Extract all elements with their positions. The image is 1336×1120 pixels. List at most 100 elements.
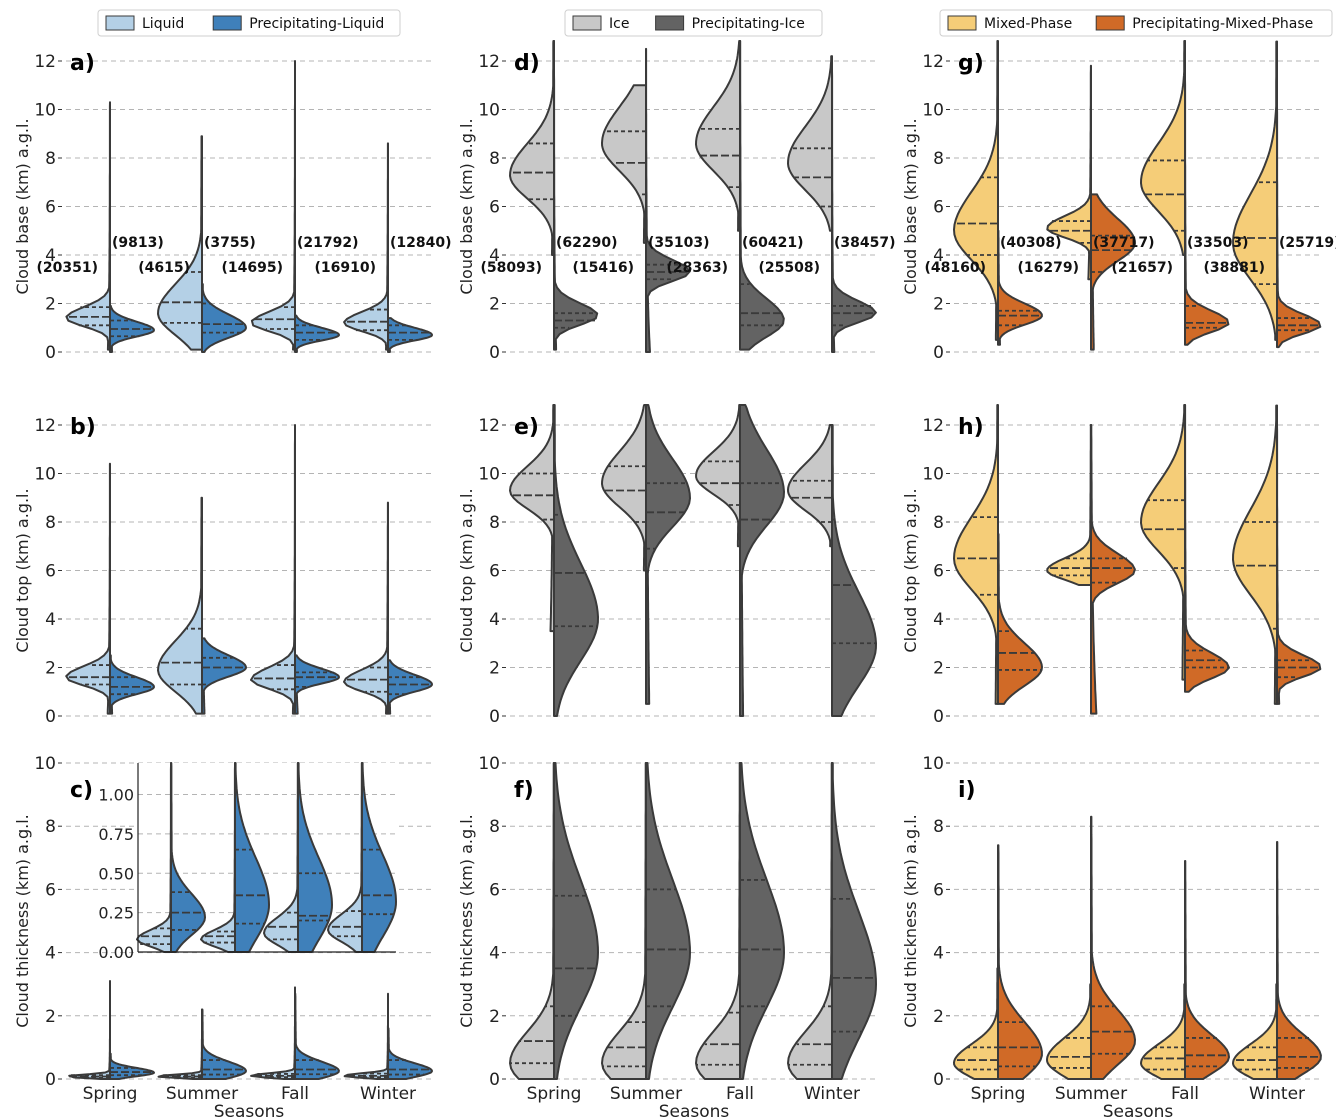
y-axis-label: Cloud thickness (km) a.g.l. (457, 814, 476, 1028)
y-tick-label: 8 (489, 513, 500, 533)
violin-half-right (645, 47, 691, 353)
violin-half-left (343, 501, 389, 715)
violin-half-right (1184, 404, 1230, 693)
violin-half-right (553, 762, 599, 1080)
count-label-right: (33503) (1187, 235, 1249, 251)
y-tick-label: 10 (922, 754, 944, 774)
inset-violin-spring (136, 762, 206, 953)
legend-swatch (1095, 15, 1125, 31)
x-axis-label: Seasons (214, 1102, 285, 1120)
y-tick-label: 0 (45, 707, 56, 727)
y-tick-label: 10 (34, 754, 56, 774)
legend-3: Mixed-Phase Precipitating-Mixed-Phase (939, 9, 1333, 37)
violin-half-left (343, 992, 389, 1080)
count-label-right: (38457) (834, 235, 896, 251)
violin-spring (509, 762, 599, 1080)
violin-winter (787, 55, 877, 353)
violin-half-left (1046, 983, 1092, 1080)
violin-half-right (831, 55, 877, 353)
inset-y-tick-label: 0.25 (98, 904, 134, 923)
y-tick-label: 2 (933, 659, 944, 679)
x-tick-label: Winter (1249, 1084, 1305, 1104)
y-tick-label: 12 (922, 416, 944, 436)
violin-half-left (601, 404, 647, 572)
violin-summer (1046, 424, 1136, 715)
legend-frame (97, 9, 401, 37)
legend-2: Ice Precipitating-Ice (564, 9, 823, 37)
x-tick-label: Spring (971, 1084, 1026, 1104)
violin-half-right (109, 654, 155, 715)
panel-label: g) (958, 51, 984, 76)
violin-half-left (787, 55, 833, 232)
y-tick-label: 2 (45, 1007, 56, 1027)
violin-half-left (68, 980, 111, 1080)
y-tick-label: 6 (933, 880, 944, 900)
y-axis-label: Cloud top (km) a.g.l. (901, 488, 920, 652)
violin-fall (250, 60, 340, 353)
y-tick-label: 10 (34, 101, 56, 121)
inset-violin-winter (327, 762, 397, 953)
violin-half-right (553, 404, 599, 717)
count-label-right: (40308) (1000, 235, 1062, 251)
y-tick-label: 4 (489, 246, 500, 266)
violin-winter (1232, 404, 1322, 705)
x-tick-label: Summer (610, 1084, 682, 1104)
x-axis-label: Seasons (659, 1102, 730, 1120)
violin-spring (509, 404, 599, 717)
violin-half-left (953, 967, 999, 1080)
y-tick-label: 0 (933, 707, 944, 727)
violin-half-right (1184, 40, 1230, 346)
count-label-left: (38881) (1203, 260, 1265, 276)
count-label-right: (60421) (742, 235, 804, 251)
count-label-left: (48160) (924, 260, 986, 276)
violin-half-left (953, 404, 999, 705)
y-tick-label: 6 (45, 562, 56, 582)
panel-label: c) (70, 778, 93, 803)
inset-y-tick-label: 0.50 (98, 864, 134, 883)
legend-swatch (655, 15, 685, 31)
violin-winter (1232, 40, 1322, 349)
violin-fall (695, 404, 785, 717)
legend-1: Liquid Precipitating-Liquid (97, 9, 401, 37)
y-tick-label: 6 (45, 880, 56, 900)
violin-half-right (297, 762, 333, 953)
violin-half-right (1276, 40, 1322, 349)
count-label-right: (21792) (297, 235, 359, 251)
y-tick-label: 0 (45, 1070, 56, 1090)
y-tick-label: 6 (45, 198, 56, 218)
y-tick-label: 8 (489, 149, 500, 169)
violin-half-left (65, 462, 111, 715)
y-tick-label: 6 (489, 562, 500, 582)
y-tick-label: 4 (489, 944, 500, 964)
violin-half-left (250, 60, 296, 351)
violin-winter (343, 142, 433, 353)
violin-half-right (201, 283, 247, 353)
violin-half-right (387, 317, 433, 353)
violin-winter (1232, 841, 1322, 1080)
y-tick-label: 12 (478, 416, 500, 436)
violin-half-right (645, 404, 691, 705)
panel-a: 0 2 4 6 8 10 12 Cloud base (km) a.g.l. a) (20351)… (13, 51, 452, 363)
violin-summer (1046, 815, 1136, 1080)
violin-half-right (294, 654, 340, 715)
violin-half-right (997, 844, 1043, 1080)
count-label-left: (4615) (138, 260, 190, 276)
violin-half-right (831, 762, 877, 1080)
violin-summer (601, 404, 691, 705)
x-tick-label: Spring (83, 1084, 138, 1104)
violin-summer (157, 1008, 247, 1080)
x-tick-label: Spring (527, 1084, 582, 1104)
panel-label: f) (514, 778, 534, 803)
count-label-left: (20351) (36, 260, 98, 276)
legend-swatch (572, 15, 602, 31)
x-tick-label: Fall (726, 1084, 754, 1104)
y-tick-label: 10 (922, 465, 944, 485)
violin-half-right (739, 40, 785, 351)
y-tick-label: 4 (933, 610, 944, 630)
y-tick-label: 4 (45, 246, 56, 266)
violin-half-right (387, 1027, 433, 1080)
violin-spring (953, 844, 1043, 1080)
violin-half-left (787, 424, 833, 548)
y-tick-label: 8 (489, 817, 500, 837)
violin-half-right (1090, 815, 1136, 1080)
